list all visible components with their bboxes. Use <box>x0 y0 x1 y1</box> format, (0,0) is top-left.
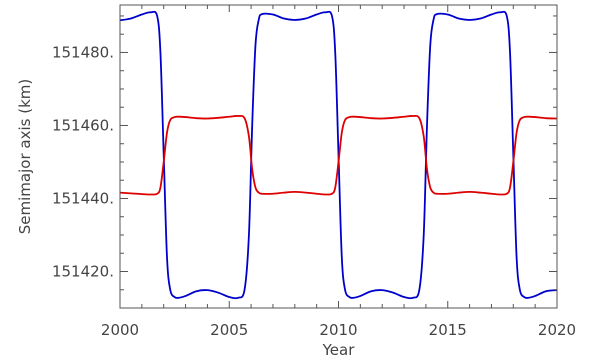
plot-frame <box>119 4 558 309</box>
y-axis-label: Semimajor axis (km) <box>16 79 34 234</box>
y-tick-label: 151460. <box>52 116 114 134</box>
x-tick-label: 2010 <box>319 321 357 339</box>
x-tick-label: 2015 <box>429 321 467 339</box>
x-tick-label: 2005 <box>210 321 248 339</box>
plot-series <box>119 10 558 300</box>
y-tick-label: 151420. <box>52 262 114 280</box>
x-tick-label: 2020 <box>538 321 576 339</box>
y-tick-label: 151440. <box>52 189 114 207</box>
series-line-2 <box>119 114 558 196</box>
x-tick-label: 2000 <box>101 321 139 339</box>
series-line-1 <box>119 10 558 300</box>
x-axis-label: Year <box>322 341 356 359</box>
tick-labels: 2000 2005 2010 2015 2020 151420. 151440. 151460… <box>52 43 576 339</box>
y-tick-label: 151480. <box>52 43 114 61</box>
